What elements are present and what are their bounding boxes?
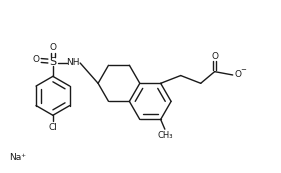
Text: O: O [32, 55, 39, 64]
Text: Cl: Cl [48, 123, 57, 132]
Text: Na⁺: Na⁺ [9, 153, 26, 162]
Text: O: O [49, 43, 56, 52]
Text: O: O [211, 52, 218, 61]
Text: S: S [49, 57, 56, 67]
Text: O: O [235, 70, 242, 79]
Text: NH: NH [66, 58, 80, 67]
Text: CH₃: CH₃ [157, 131, 173, 140]
Text: −: − [240, 67, 246, 73]
